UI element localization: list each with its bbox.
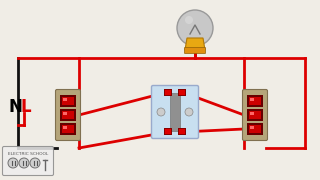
Bar — [62, 125, 74, 133]
Bar — [60, 123, 76, 135]
Bar — [165, 129, 171, 134]
Circle shape — [19, 158, 29, 168]
FancyBboxPatch shape — [185, 48, 205, 53]
Circle shape — [30, 158, 40, 168]
FancyBboxPatch shape — [151, 86, 198, 138]
Bar — [164, 128, 172, 135]
FancyBboxPatch shape — [55, 89, 81, 141]
Bar — [249, 111, 261, 119]
Bar — [250, 126, 254, 129]
Circle shape — [185, 16, 193, 24]
Bar — [179, 129, 185, 134]
Bar — [62, 97, 74, 105]
Text: N: N — [8, 98, 22, 116]
Bar — [179, 90, 185, 95]
Text: ELECTRIC SCHOOL: ELECTRIC SCHOOL — [8, 152, 48, 156]
Text: L: L — [20, 98, 31, 116]
Circle shape — [177, 10, 213, 46]
Bar — [60, 109, 76, 121]
Bar — [249, 125, 261, 133]
FancyBboxPatch shape — [243, 89, 268, 141]
Bar — [63, 112, 67, 115]
Bar — [170, 93, 180, 131]
Circle shape — [185, 108, 193, 116]
Bar — [250, 112, 254, 115]
Bar — [247, 123, 263, 135]
Bar — [62, 111, 74, 119]
Bar — [165, 90, 171, 95]
Bar — [63, 126, 67, 129]
Bar — [247, 109, 263, 121]
Bar — [164, 89, 172, 96]
Circle shape — [8, 158, 18, 168]
Polygon shape — [185, 38, 205, 50]
Bar — [178, 128, 186, 135]
Bar — [60, 95, 76, 107]
Bar — [63, 98, 67, 101]
Bar — [178, 89, 186, 96]
Circle shape — [157, 108, 165, 116]
Bar — [250, 98, 254, 101]
FancyBboxPatch shape — [3, 147, 53, 176]
Bar — [249, 97, 261, 105]
Bar — [247, 95, 263, 107]
